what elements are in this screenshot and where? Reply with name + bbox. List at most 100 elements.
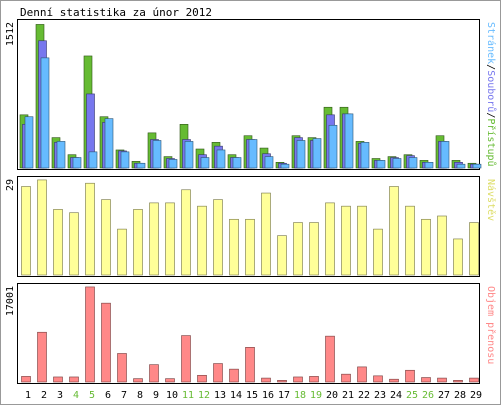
kbytes-bar-Objem přenosu-23	[373, 375, 383, 383]
x-tick-label-19: 19	[310, 390, 322, 401]
x-tick-label-3: 3	[57, 390, 63, 401]
legend-navstev: Návštěv	[485, 179, 497, 221]
visits-bar-Návštěv-4	[69, 212, 79, 276]
legend-objem-prenosu: Objem přenosu	[485, 286, 497, 364]
access-bar-Stránek-20	[328, 124, 338, 169]
access-bar-Stránek-19	[312, 138, 322, 169]
access-bar-Stránek-7	[120, 151, 130, 169]
kbytes-bar-Objem přenosu-16	[261, 377, 271, 383]
access-bar-Stránek-23	[376, 160, 386, 169]
visits-bar-Návštěv-19	[309, 222, 319, 276]
access-bar-Stránek-21	[344, 113, 354, 169]
visits-bar-Návštěv-18	[293, 222, 303, 276]
kbytes-bar-Objem přenosu-4	[69, 376, 79, 383]
kbytes-bar-Objem přenosu-15	[245, 347, 255, 383]
x-tick-label-15: 15	[246, 390, 258, 401]
visits-bar-Návštěv-13	[213, 199, 223, 276]
visits-bar-Návštěv-15	[245, 218, 255, 276]
kbytes-bar-Objem přenosu-14	[229, 368, 239, 383]
x-tick-label-17: 17	[278, 390, 290, 401]
visits-bar-Návštěv-3	[53, 209, 63, 276]
legend-stranek: Stránek	[485, 22, 497, 64]
x-tick-label-23: 23	[374, 390, 386, 401]
access-bar-Stránek-9	[152, 140, 162, 169]
visits-bar-Návštěv-22	[357, 205, 367, 276]
visits-bar-Návštěv-28	[453, 238, 463, 276]
access-bar-Stránek-22	[360, 142, 370, 169]
x-tick-label-28: 28	[454, 390, 466, 401]
panel-frame-visits	[17, 176, 480, 277]
visits-bar-Návštěv-2	[37, 179, 47, 276]
visits-bar-Návštěv-5	[85, 182, 95, 276]
visits-bar-Návštěv-14	[229, 218, 239, 276]
kbytes-bar-Objem přenosu-18	[293, 376, 303, 383]
x-tick-label-24: 24	[390, 390, 402, 401]
x-tick-label-13: 13	[214, 390, 226, 401]
x-tick-label-6: 6	[105, 390, 111, 401]
x-tick-label-16: 16	[262, 390, 274, 401]
visits-bar-Návštěv-20	[325, 202, 335, 276]
x-tick-label-5: 5	[89, 390, 95, 401]
kbytes-bar-Objem přenosu-22	[357, 366, 367, 383]
visits-bar-Návštěv-6	[101, 199, 111, 276]
kbytes-bar-Objem přenosu-9	[149, 364, 159, 383]
x-tick-label-7: 7	[121, 390, 127, 401]
panel-kbytes	[21, 286, 479, 383]
legend-access: Stránek/Souborů/Přístupů	[485, 22, 497, 167]
kbytes-bar-Objem přenosu-21	[341, 373, 351, 383]
legend-pristupu: Přístupů	[485, 118, 497, 166]
access-bar-Stránek-15	[248, 139, 258, 169]
x-tick-label-21: 21	[342, 390, 354, 401]
legend-sep-2: /	[485, 112, 496, 118]
kbytes-bar-Objem přenosu-7	[117, 353, 127, 383]
visits-bar-Návštěv-17	[277, 235, 287, 276]
panel-frame-access	[17, 19, 480, 170]
access-bar-Stránek-24	[392, 158, 402, 169]
access-bar-Stránek-29	[472, 163, 482, 169]
visits-bar-Návštěv-8	[133, 209, 143, 276]
x-tick-label-18: 18	[294, 390, 306, 401]
legend-sep-1: /	[485, 64, 496, 70]
kbytes-bar-Objem přenosu-3	[53, 376, 63, 383]
x-tick-label-14: 14	[230, 390, 242, 401]
panel-access	[19, 24, 482, 169]
access-bar-Stránek-18	[296, 140, 306, 169]
kbytes-bar-Objem přenosu-27	[437, 377, 447, 383]
access-bar-Stránek-25	[408, 157, 418, 169]
kbytes-bar-Objem přenosu-13	[213, 363, 223, 383]
kbytes-bar-Objem přenosu-12	[197, 374, 207, 383]
access-bar-Stránek-28	[456, 163, 466, 169]
visits-bar-Návštěv-21	[341, 205, 351, 276]
visits-bar-Návštěv-12	[197, 205, 207, 276]
ymax-label-visits: 29	[5, 179, 16, 191]
x-axis-labels: 1 2 3 4 5 6 7 8 9 10 11 12 13 14 15 16 17 18 19 20 21 22 23 24 2…	[25, 390, 482, 401]
x-tick-label-20: 20	[326, 390, 338, 401]
access-bar-Stránek-4	[72, 157, 82, 169]
access-bar-Stránek-26	[424, 162, 434, 169]
kbytes-bar-Objem přenosu-17	[277, 380, 287, 383]
x-tick-label-12: 12	[198, 390, 210, 401]
ymax-label-access: 1512	[5, 22, 16, 46]
x-tick-label-29: 29	[470, 390, 482, 401]
kbytes-bar-Objem přenosu-8	[133, 378, 143, 383]
access-bar-Stránek-10	[168, 159, 178, 169]
panel-frame-kbytes	[17, 283, 480, 384]
access-bar-Stránek-11	[184, 141, 194, 169]
x-tick-label-1: 1	[25, 390, 31, 401]
kbytes-bar-Objem přenosu-5	[85, 286, 95, 383]
x-tick-label-11: 11	[182, 390, 194, 401]
kbytes-bar-Objem přenosu-2	[37, 331, 47, 383]
access-bar-Stránek-14	[232, 157, 242, 169]
access-bar-Stránek-1	[24, 116, 34, 169]
access-bar-Stránek-8	[136, 162, 146, 169]
kbytes-bar-Objem přenosu-6	[101, 302, 111, 383]
visits-bar-Návštěv-1	[21, 186, 31, 276]
kbytes-bar-Objem přenosu-29	[469, 377, 479, 383]
visits-bar-Návštěv-10	[165, 202, 175, 276]
visits-bar-Návštěv-25	[405, 205, 415, 276]
ymax-label-kbytes: 17001	[5, 286, 16, 316]
x-tick-label-27: 27	[438, 390, 450, 401]
panel-visits	[21, 179, 479, 276]
